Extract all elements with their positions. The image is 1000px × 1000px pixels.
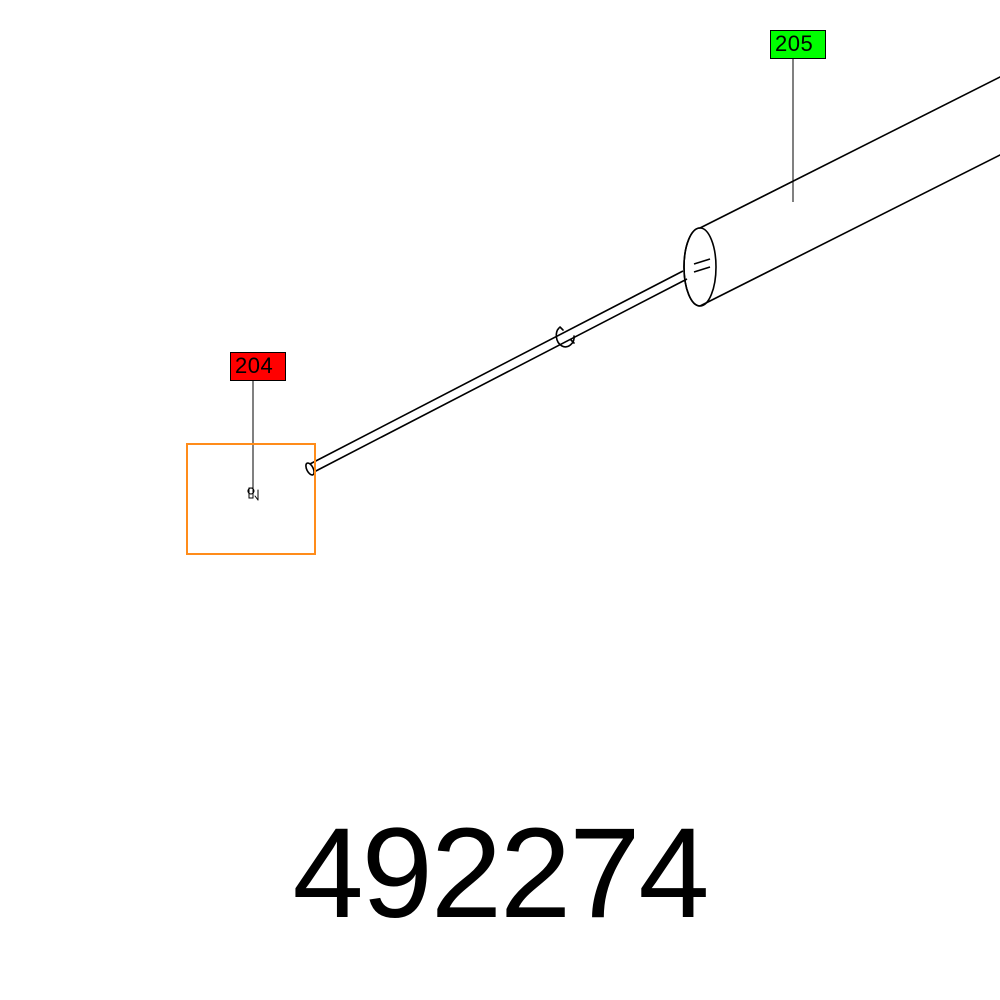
diagram-canvas: 204 205 492274 [0, 0, 1000, 1000]
callout-label-205[interactable]: 205 [770, 30, 826, 59]
callout-label-204[interactable]: 204 [230, 352, 286, 381]
assembly-drawing [304, 72, 1000, 476]
selection-highlight-box [186, 443, 316, 555]
part-number: 492274 [0, 800, 1000, 947]
